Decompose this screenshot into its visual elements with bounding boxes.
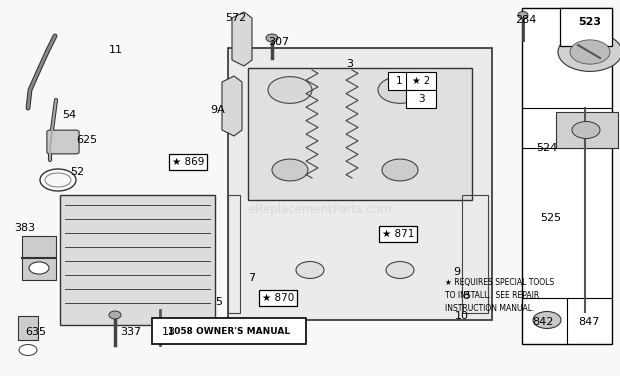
Text: 11: 11	[109, 45, 123, 55]
Text: 383: 383	[14, 223, 35, 233]
Text: 9: 9	[453, 267, 460, 277]
Circle shape	[296, 262, 324, 279]
Text: eReplacementParts.com: eReplacementParts.com	[249, 203, 392, 217]
FancyBboxPatch shape	[47, 130, 79, 154]
Text: 13: 13	[162, 327, 176, 337]
Circle shape	[382, 159, 418, 181]
Polygon shape	[222, 76, 242, 136]
Circle shape	[570, 40, 610, 64]
Text: 3: 3	[346, 59, 353, 69]
Circle shape	[386, 262, 414, 279]
Text: 1058 OWNER'S MANUAL: 1058 OWNER'S MANUAL	[168, 326, 290, 335]
Bar	[152, 318, 306, 344]
Circle shape	[378, 77, 422, 103]
Ellipse shape	[109, 311, 121, 319]
Text: 337: 337	[120, 327, 141, 337]
Circle shape	[533, 311, 561, 329]
Text: ★ REQUIRES SPECIAL TOOLS
TO INSTALL.  SEE REPAIR
INSTRUCTION MANUAL.: ★ REQUIRES SPECIAL TOOLS TO INSTALL. SEE…	[445, 278, 554, 314]
Text: ★ 869: ★ 869	[172, 157, 204, 167]
Bar	[522, 8, 612, 344]
Circle shape	[572, 121, 600, 138]
Text: 523: 523	[578, 17, 601, 27]
Circle shape	[272, 159, 308, 181]
Text: ★ 2: ★ 2	[412, 76, 430, 86]
Bar	[556, 112, 618, 148]
Text: 847: 847	[578, 317, 600, 327]
Text: 525: 525	[540, 213, 561, 223]
Text: 8: 8	[462, 291, 469, 301]
Text: 307: 307	[268, 37, 289, 47]
Bar	[18, 316, 38, 340]
Text: 54: 54	[62, 110, 76, 120]
Bar	[388, 72, 410, 90]
Text: 842: 842	[532, 317, 554, 327]
Circle shape	[29, 262, 49, 274]
Text: 1: 1	[396, 76, 402, 86]
Text: 625: 625	[76, 135, 97, 145]
Text: 10: 10	[455, 311, 469, 321]
Bar	[60, 195, 215, 325]
Bar	[22, 236, 56, 280]
Text: 5: 5	[215, 297, 222, 307]
Text: ★ 870: ★ 870	[262, 293, 294, 303]
Text: 635: 635	[25, 327, 46, 337]
Text: 52: 52	[70, 167, 84, 177]
Ellipse shape	[266, 34, 278, 42]
Bar	[560, 8, 612, 46]
Bar	[228, 48, 492, 320]
Bar	[406, 90, 436, 108]
Bar	[406, 72, 436, 90]
Text: 3: 3	[418, 94, 424, 104]
Ellipse shape	[518, 12, 528, 18]
Text: 572: 572	[225, 13, 246, 23]
Circle shape	[268, 77, 312, 103]
Text: 284: 284	[515, 15, 536, 25]
Text: ★ 871: ★ 871	[382, 229, 414, 239]
Text: 9A: 9A	[210, 105, 224, 115]
Text: 7: 7	[248, 273, 255, 283]
Bar	[248, 68, 472, 200]
Bar	[228, 195, 240, 313]
Polygon shape	[232, 12, 252, 66]
Bar	[462, 195, 488, 313]
Circle shape	[558, 33, 620, 71]
Circle shape	[19, 344, 37, 355]
Text: 524: 524	[536, 143, 557, 153]
